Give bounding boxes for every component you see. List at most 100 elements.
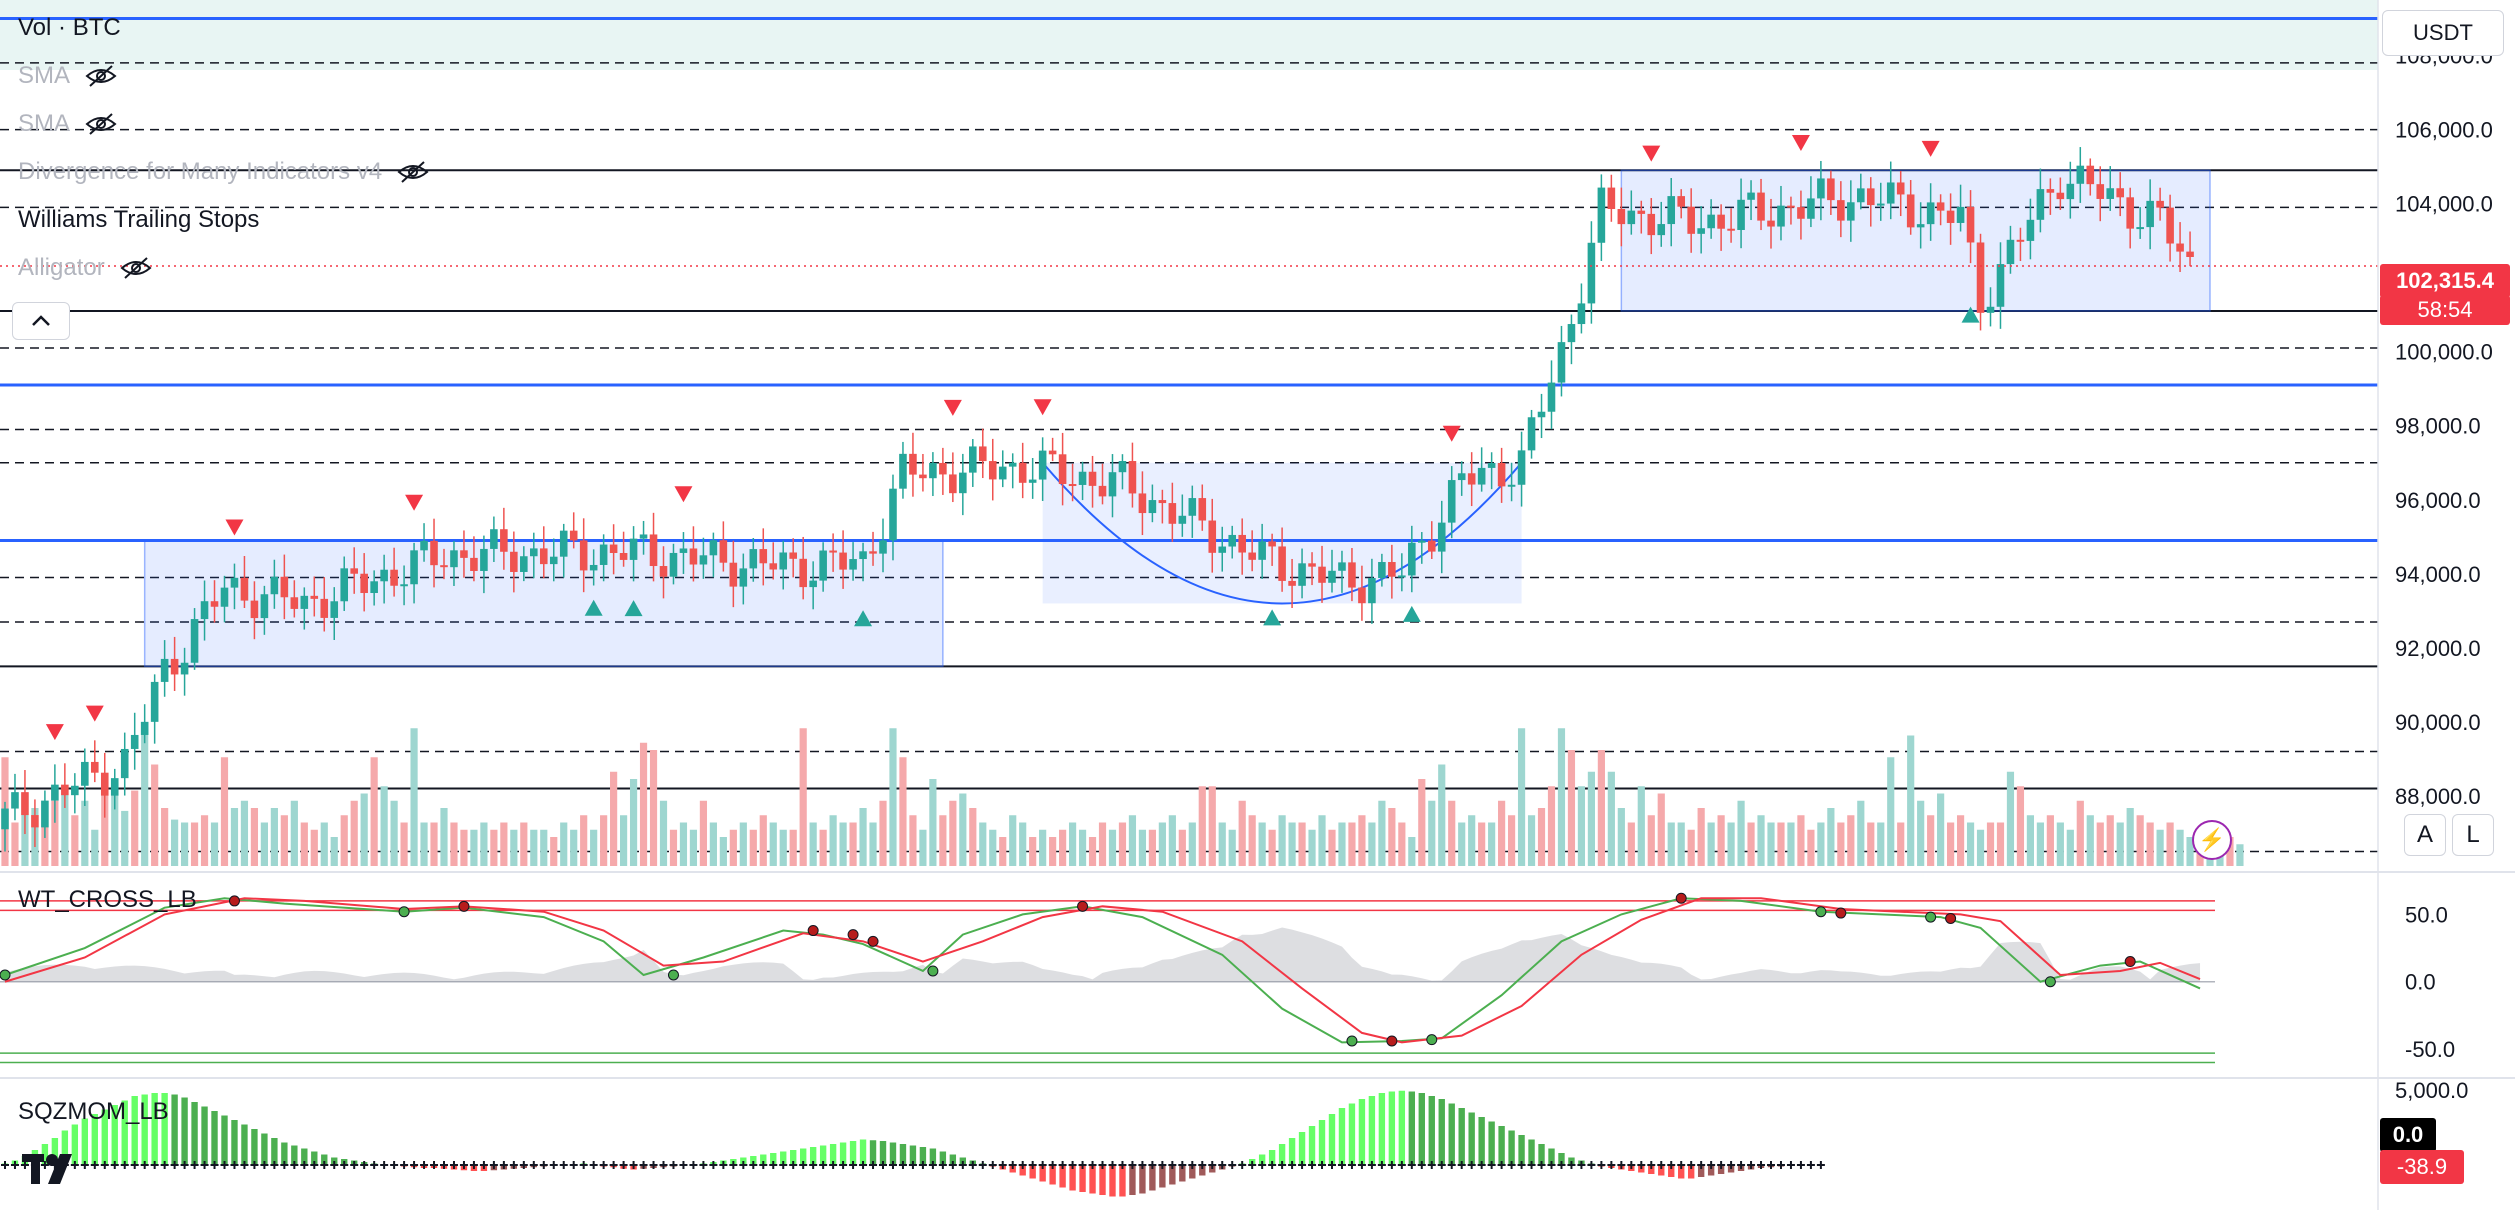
log-scale-button[interactable]: L — [2452, 814, 2494, 856]
squeeze-cross-marker — [459, 1161, 468, 1169]
volume-bar — [250, 808, 259, 866]
candle-body — [619, 552, 628, 560]
squeeze-momentum-bar — [909, 1145, 917, 1165]
legend-williams[interactable]: Williams Trailing Stops — [18, 206, 259, 234]
legend-williams-label: Williams Trailing Stops — [18, 206, 260, 233]
eye-hidden-icon[interactable] — [396, 160, 430, 184]
volume-bar — [1438, 764, 1446, 866]
volume-bar — [300, 822, 308, 866]
wt-cross-dot — [807, 925, 819, 937]
squeeze-cross-marker — [998, 1161, 1007, 1169]
squeeze-momentum-bar — [1528, 1139, 1535, 1165]
candle-body — [1248, 552, 1256, 560]
legend-sma-2[interactable]: SMA — [18, 110, 118, 138]
squeeze-cross-marker — [240, 1161, 249, 1169]
volume-bar — [520, 822, 528, 866]
price-axis-tick: 98,000.0 — [2395, 414, 2481, 439]
candle-body — [1058, 454, 1067, 485]
price-axis-tick: 94,000.0 — [2395, 562, 2481, 587]
legend-volume[interactable]: Vol · BTC — [18, 14, 121, 42]
squeeze-momentum-bar — [1288, 1138, 1296, 1165]
candle-body — [1487, 463, 1496, 468]
squeeze-momentum-bar — [1418, 1093, 1425, 1165]
volume-bar — [1258, 822, 1266, 866]
squeeze-cross-marker — [250, 1161, 259, 1169]
volume-bar — [1488, 822, 1496, 866]
candle-body — [909, 453, 917, 475]
volume-bar — [679, 822, 688, 866]
squeeze-cross-marker — [819, 1161, 828, 1169]
auto-scale-button[interactable]: A — [2404, 814, 2446, 856]
currency-selector[interactable]: USDT — [2382, 10, 2504, 56]
squeeze-momentum-bar — [281, 1142, 288, 1165]
candle-body — [1417, 540, 1426, 543]
wt-cross-dot — [927, 965, 939, 977]
candle-body — [1268, 541, 1276, 547]
squeeze-cross-marker — [10, 1161, 19, 1169]
candle-body — [1787, 205, 1795, 208]
volume-bar — [1148, 829, 1156, 866]
volume-bar — [1627, 822, 1635, 866]
squeeze-cross-marker — [749, 1161, 758, 1169]
candle-body — [180, 662, 189, 675]
volume-bar — [11, 822, 19, 866]
candle-body — [1886, 182, 1895, 204]
squeeze-cross-marker — [1337, 1161, 1346, 1169]
eye-hidden-icon[interactable] — [84, 64, 118, 88]
collapse-legend-button[interactable] — [12, 302, 70, 340]
candle-body — [380, 569, 388, 582]
candle-body — [1567, 324, 1576, 343]
wt-axis-tick: 0.0 — [2405, 970, 2436, 995]
squeeze-cross-marker — [1198, 1161, 1207, 1169]
wt-cross-dot — [1386, 1035, 1398, 1047]
squeeze-cross-marker — [859, 1161, 868, 1169]
price-axis-tick: 100,000.0 — [2395, 340, 2493, 365]
squeeze-cross-marker — [1248, 1161, 1257, 1169]
legend-divergence[interactable]: Divergence for Many Indicators v4 — [18, 158, 430, 186]
squeeze-cross-marker — [968, 1161, 977, 1169]
candle-body — [799, 558, 807, 588]
squeeze-cross-marker — [1178, 1161, 1187, 1169]
legend-divergence-label: Divergence for Many Indicators v4 — [18, 158, 383, 185]
candle-body — [1946, 210, 1955, 223]
wt-cross-dot — [2124, 956, 2136, 968]
squeeze-cross-marker — [589, 1161, 598, 1169]
price-axis-tick: 92,000.0 — [2395, 636, 2481, 661]
legend-sma-1[interactable]: SMA — [18, 62, 118, 90]
squeeze-cross-marker — [799, 1161, 808, 1169]
squeeze-cross-marker — [1018, 1161, 1027, 1169]
candle-body — [1388, 562, 1396, 577]
squeeze-cross-marker — [220, 1161, 229, 1169]
squeeze-momentum-bar — [71, 1124, 79, 1165]
volume-bar — [121, 810, 129, 866]
squeeze-momentum-bar — [1109, 1165, 1116, 1197]
sell-signal-marker — [85, 705, 104, 722]
eye-hidden-icon[interactable] — [119, 256, 153, 280]
price-axis-tick: 88,000.0 — [2395, 784, 2481, 809]
lightning-icon[interactable]: ⚡ — [2192, 820, 2232, 860]
squeeze-momentum-bar — [889, 1142, 897, 1165]
squeeze-cross-marker — [1387, 1161, 1396, 1169]
sqz-axis-tick: 5,000.0 — [2395, 1078, 2468, 1103]
volume-bar — [739, 822, 747, 866]
wt-cross-dot — [1925, 911, 1937, 923]
candle-body — [1308, 563, 1316, 567]
squeeze-cross-marker — [1767, 1161, 1776, 1169]
candle-body — [1188, 498, 1197, 516]
candle-body — [440, 565, 448, 568]
candle-body — [1148, 500, 1157, 514]
volume-bar — [1827, 808, 1835, 866]
squeeze-momentum-bar — [1538, 1144, 1545, 1165]
candle-body — [1547, 382, 1556, 412]
candle-body — [1208, 520, 1217, 553]
volume-bar — [2146, 822, 2154, 866]
candle-body — [939, 462, 947, 475]
sell-signal-marker — [45, 724, 64, 741]
squeeze-cross-marker — [1058, 1161, 1067, 1169]
eye-hidden-icon[interactable] — [84, 112, 118, 136]
legend-alligator[interactable]: Alligator — [18, 254, 153, 282]
candle-body — [1936, 202, 1945, 211]
squeeze-cross-marker — [579, 1161, 588, 1169]
bar-countdown-value: 58:54 — [2417, 297, 2473, 322]
